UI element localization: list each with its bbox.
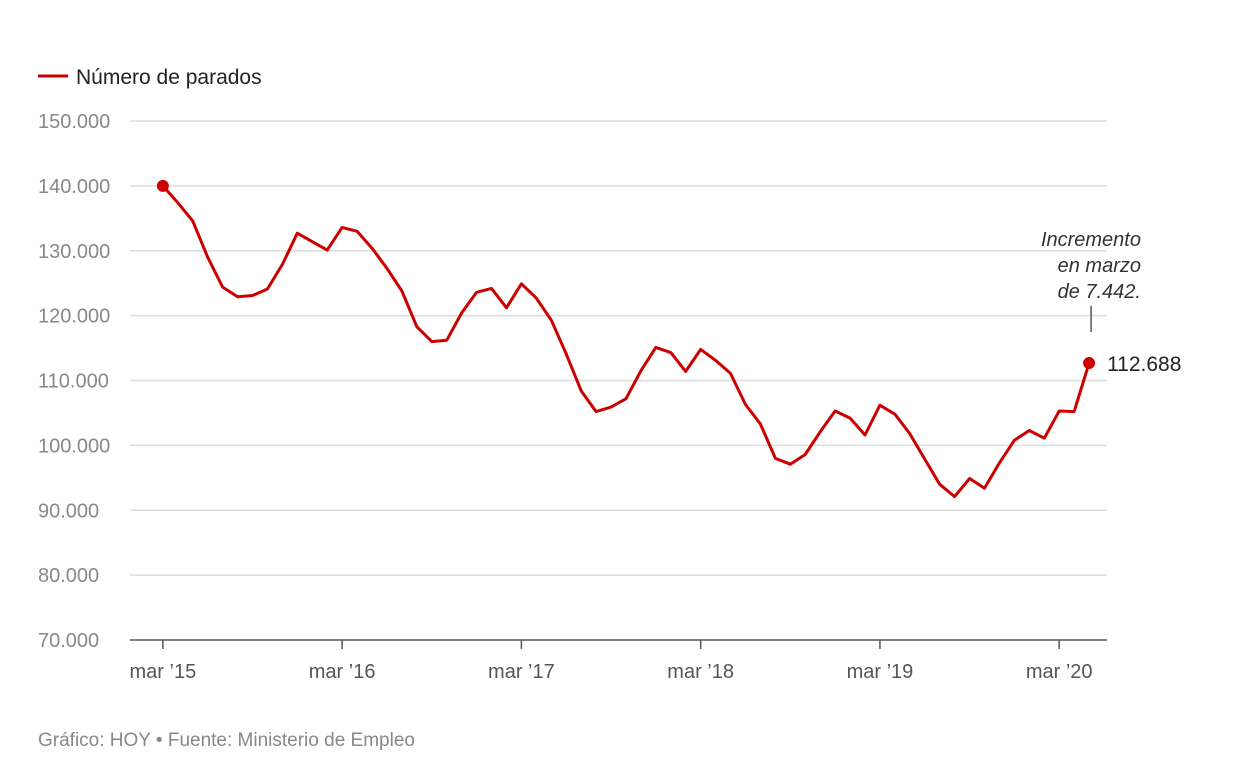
annotation-line: de 7.442. — [1058, 281, 1141, 303]
end-value-label: 112.688 — [1107, 353, 1181, 376]
y-tick-label: 100.000 — [38, 435, 110, 457]
y-tick-label: 80.000 — [38, 565, 99, 587]
legend: Número de parados — [38, 66, 262, 89]
y-tick-label: 150.000 — [38, 111, 110, 133]
x-tick-label: mar ’16 — [309, 661, 376, 683]
y-tick-label: 110.000 — [38, 371, 109, 393]
annotation-line: en marzo — [1058, 255, 1141, 277]
y-tick-label: 140.000 — [38, 176, 110, 198]
gridlines — [130, 120, 1107, 641]
source-footer: Gráfico: HOY • Fuente: Ministerio de Emp… — [38, 730, 415, 751]
x-tick-label: mar ’18 — [667, 661, 734, 683]
legend-label: Número de parados — [76, 66, 262, 89]
x-tick-label: mar ’15 — [130, 661, 197, 683]
data-point-start — [156, 179, 169, 192]
y-axis-ticks: 70.000 80.000 90.000 100.000 110.000 120.000 1… — [38, 111, 110, 652]
y-tick-label: 70.000 — [38, 630, 99, 652]
annotation: 112.688 Incremento en marzo de 7.442. — [1041, 229, 1181, 376]
x-axis: mar ’15 mar ’16 mar ’17 mar ’18 mar ’19 mar ’… — [130, 640, 1093, 683]
x-tick-label: mar ’19 — [847, 661, 914, 683]
data-point-end — [1083, 357, 1096, 370]
series-layer — [156, 179, 1096, 499]
y-tick-label: 120.000 — [38, 306, 110, 328]
y-tick-label: 130.000 — [38, 241, 110, 263]
annotation-line: Incremento — [1041, 229, 1141, 251]
x-tick-label: mar ’17 — [488, 661, 555, 683]
series-line-numero-de-parados — [161, 184, 1091, 499]
y-tick-label: 90.000 — [38, 500, 99, 522]
x-tick-label: mar ’20 — [1026, 661, 1093, 683]
